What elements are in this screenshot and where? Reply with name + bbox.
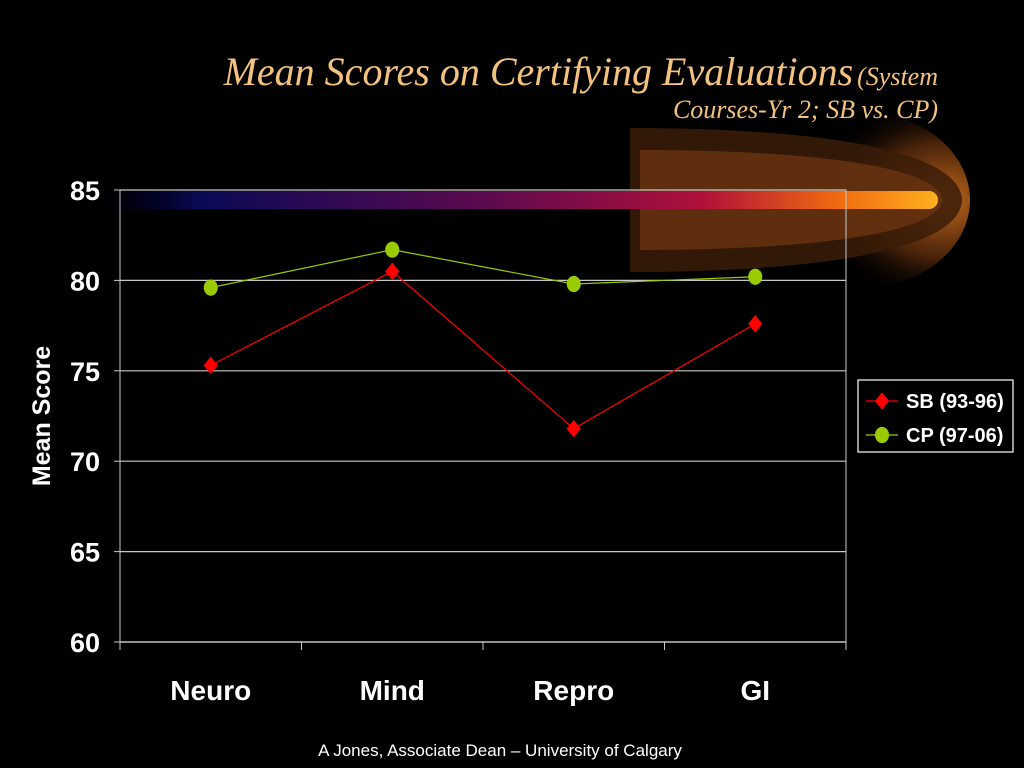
legend-label: SB (93-96) — [906, 391, 1004, 413]
slide-title: Mean Scores on Certifying Evaluations (S… — [78, 48, 938, 126]
series-0 — [203, 262, 763, 438]
x-tick-label: Neuro — [170, 675, 251, 706]
y-tick-label: 60 — [70, 628, 100, 658]
title-main: Mean Scores on Certifying Evaluations — [223, 49, 854, 94]
data-point-diamond — [203, 356, 218, 375]
comet-decoration — [100, 112, 970, 288]
data-point-circle — [203, 279, 218, 296]
x-tick-label: Repro — [533, 675, 614, 706]
legend-label: CP (97-06) — [906, 425, 1003, 447]
series — [203, 241, 763, 438]
gridlines — [120, 189, 846, 643]
data-point-circle — [748, 268, 763, 285]
data-point-diamond — [566, 419, 581, 438]
y-tick-label: 70 — [70, 447, 100, 477]
x-tick-label: Mind — [360, 675, 425, 706]
y-tick-label: 75 — [70, 357, 100, 387]
legend: SB (93-96) CP (97-06) — [857, 379, 1014, 453]
series-1 — [203, 241, 763, 296]
data-point-diamond — [748, 314, 763, 333]
y-axis-label: Mean Score — [28, 346, 56, 486]
y-tick-label: 85 — [70, 176, 100, 206]
series-line — [210, 249, 756, 289]
data-point-circle — [566, 275, 581, 293]
data-point-diamond — [385, 262, 400, 281]
axes: 60 65 70 75 80 85 Neuro Mind Repro GI — [70, 176, 847, 706]
data-point-diamond — [874, 392, 890, 410]
data-point-circle — [874, 426, 890, 444]
title-sub-part2: Courses-Yr 2; SB vs. CP) — [672, 95, 938, 125]
y-tick-label: 80 — [70, 266, 100, 296]
comet-streak — [100, 191, 938, 209]
plot-area-border — [119, 189, 847, 643]
y-tick-label: 65 — [70, 538, 100, 568]
footer-credit: A Jones, Associate Dean – University of … — [318, 741, 682, 760]
series-line — [210, 270, 756, 430]
data-point-circle — [385, 241, 400, 258]
title-sub-part1: (System — [857, 62, 938, 91]
x-tick-label: GI — [740, 675, 770, 706]
